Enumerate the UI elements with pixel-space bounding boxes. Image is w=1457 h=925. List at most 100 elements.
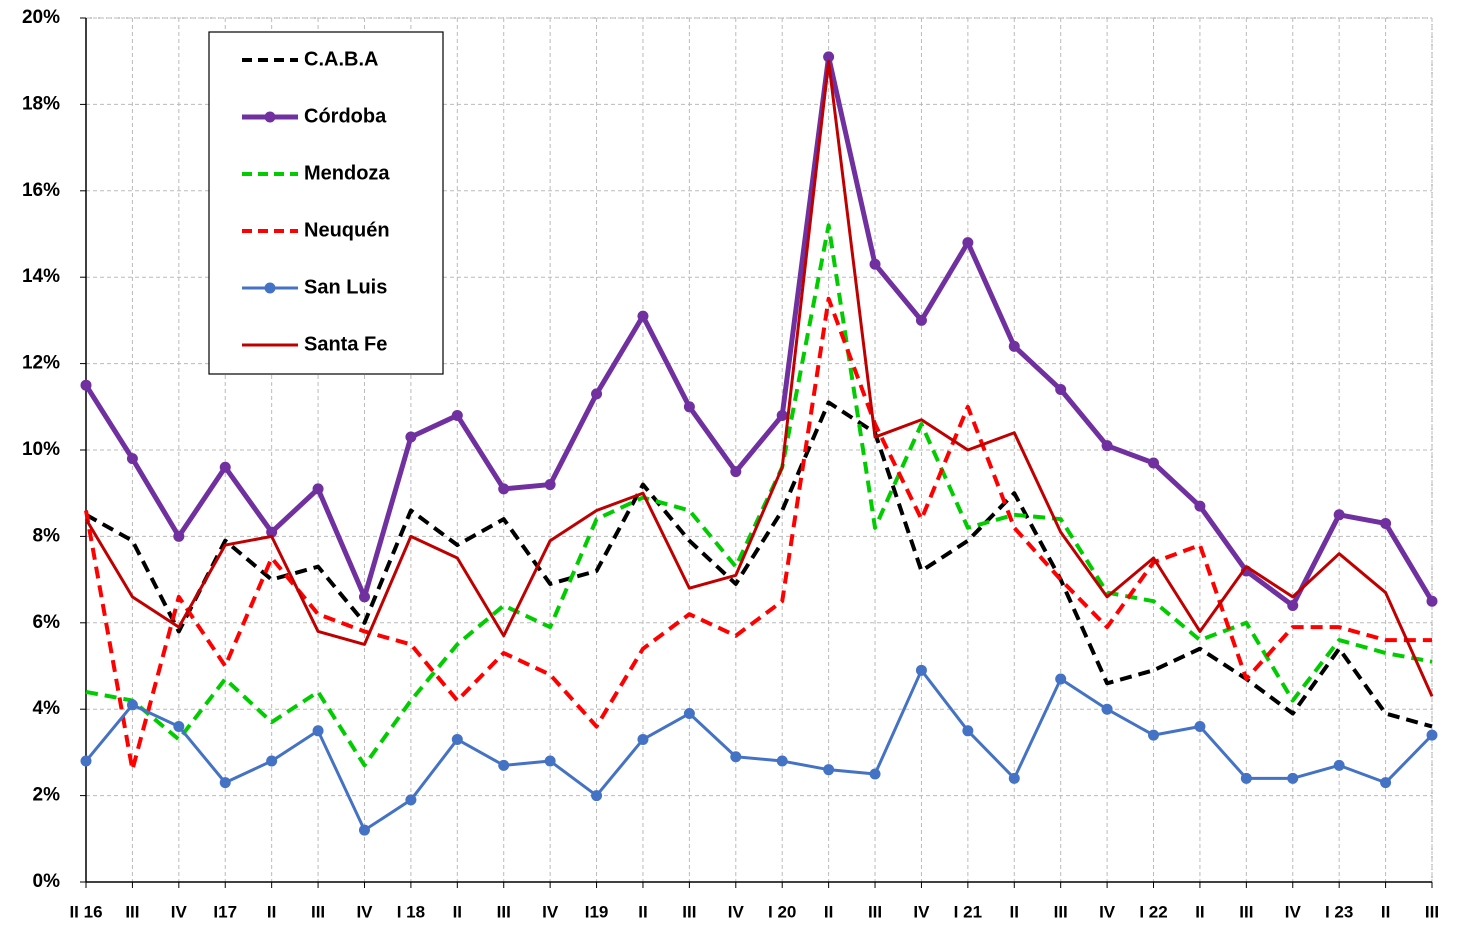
legend (208, 31, 444, 375)
x-tick-label: III (868, 902, 882, 921)
data-point (1333, 759, 1345, 771)
data-point (915, 314, 927, 326)
data-point (637, 733, 649, 745)
x-tick-label: II (1195, 902, 1204, 921)
x-tick-label: IV (728, 902, 745, 921)
data-point (776, 755, 788, 767)
data-point (1426, 729, 1438, 741)
data-point (544, 479, 556, 491)
data-point (962, 725, 974, 737)
x-tick-label: II (267, 902, 276, 921)
y-tick-label: 6% (33, 612, 61, 633)
legend-label: San Luis (304, 276, 387, 298)
series-line (85, 223, 1433, 768)
x-tick-label: I 23 (1325, 902, 1353, 921)
data-point (1240, 772, 1252, 784)
series-line (84, 668, 1434, 832)
x-tick-label: IV (913, 902, 930, 921)
data-point (173, 530, 185, 542)
data-point (1426, 595, 1438, 607)
data-point (1101, 703, 1113, 715)
y-tick-label: 20% (22, 7, 60, 28)
x-tick-label: IV (542, 902, 559, 921)
data-point (498, 759, 510, 771)
data-point (1148, 729, 1160, 741)
y-tick-label: 10% (22, 439, 60, 460)
data-point (405, 431, 417, 443)
x-tick-label: III (1054, 902, 1068, 921)
data-point (1287, 772, 1299, 784)
series-line (85, 400, 1433, 729)
y-tick-label: 0% (33, 871, 61, 892)
x-tick-label: III (1239, 902, 1253, 921)
data-point (1333, 509, 1345, 521)
data-point (869, 768, 881, 780)
x-tick-label: I 21 (954, 902, 982, 921)
data-point (126, 699, 138, 711)
data-point (498, 483, 510, 495)
data-point (1055, 384, 1067, 396)
data-point (730, 466, 742, 478)
legend-label: C.A.B.A (304, 48, 378, 70)
y-tick-label: 18% (22, 93, 60, 114)
data-point (358, 591, 370, 603)
data-point (126, 453, 138, 465)
data-point (312, 483, 324, 495)
data-point (776, 409, 788, 421)
data-point (869, 258, 881, 270)
legend-label: Santa Fe (304, 333, 387, 355)
x-tick-label: I 20 (768, 902, 796, 921)
legend-marker (264, 111, 276, 123)
data-point (683, 401, 695, 413)
x-tick-label: IV (171, 902, 188, 921)
series-line (84, 59, 1434, 697)
data-point (451, 733, 463, 745)
data-point (1008, 772, 1020, 784)
y-tick-label: 14% (22, 266, 60, 287)
x-tick-label: I17 (213, 902, 237, 921)
data-point (1148, 457, 1160, 469)
x-tick-label: III (1425, 902, 1439, 921)
data-point (823, 764, 835, 776)
y-tick-label: 4% (33, 698, 61, 719)
y-tick-label: 12% (22, 353, 60, 374)
x-tick-label: II (453, 902, 462, 921)
data-point (405, 794, 417, 806)
data-point (962, 237, 974, 249)
data-point (730, 751, 742, 763)
data-point (312, 725, 324, 737)
data-point (173, 720, 185, 732)
series-line (83, 54, 1435, 609)
x-tick-label: II 16 (69, 902, 102, 921)
legend-label: Mendoza (304, 162, 390, 184)
data-point (591, 790, 603, 802)
data-point (451, 409, 463, 421)
data-point (637, 310, 649, 322)
data-point (683, 708, 695, 720)
data-point (591, 388, 603, 400)
data-point (1101, 440, 1113, 452)
data-point (915, 664, 927, 676)
legend-marker (264, 282, 276, 294)
y-tick-label: 8% (33, 525, 61, 546)
x-tick-label: IV (1099, 902, 1116, 921)
data-point (1055, 673, 1067, 685)
data-point (266, 755, 278, 767)
data-point (358, 824, 370, 836)
data-point (544, 755, 556, 767)
x-tick-label: IV (1285, 902, 1302, 921)
x-tick-label: II (824, 902, 833, 921)
x-tick-label: I19 (585, 902, 609, 921)
legend-label: Córdoba (304, 105, 387, 127)
x-tick-label: II (638, 902, 647, 921)
data-point (80, 379, 92, 391)
data-point (1194, 500, 1206, 512)
x-tick-label: II (1381, 902, 1390, 921)
y-tick-label: 2% (33, 785, 61, 806)
x-tick-label: III (682, 902, 696, 921)
data-point (219, 777, 231, 789)
x-tick-label: III (497, 902, 511, 921)
legend-label: Neuquén (304, 219, 390, 241)
x-tick-label: I 22 (1139, 902, 1167, 921)
